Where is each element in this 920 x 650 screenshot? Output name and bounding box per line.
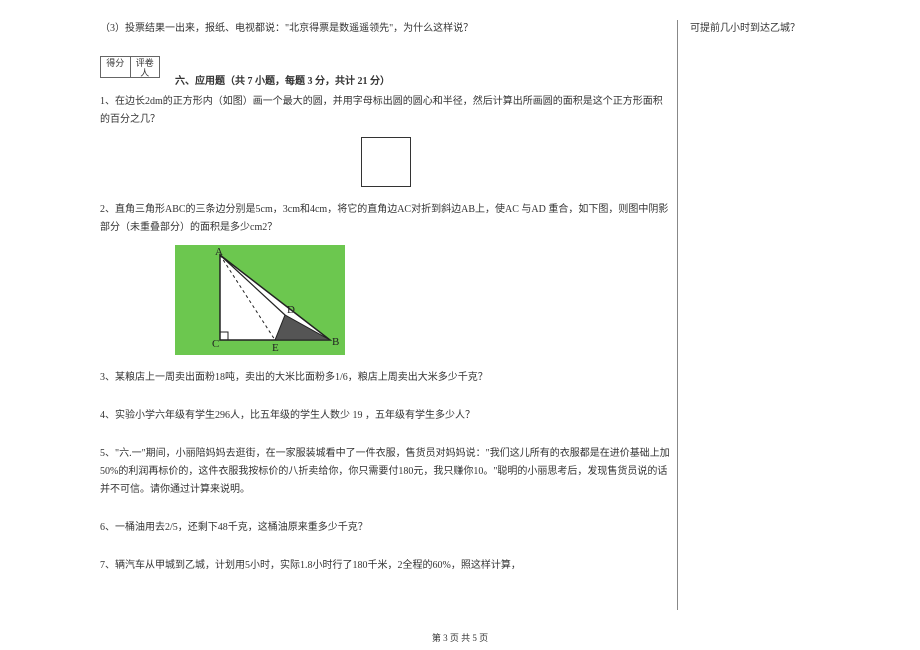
right-column: 可提前几小时到达乙城？ [690, 20, 820, 610]
top-question-3: （3）投票结果一出来，报纸、电视都说："北京得票是数遥遥领先"，为什么这样说？ [100, 20, 671, 38]
score-cell: 得分 [101, 57, 131, 77]
question-2: 2、直角三角形ABC的三条边分别是5cm，3cm和4cm，将它的直角边AC对折到… [100, 201, 671, 237]
label-a: A [215, 246, 223, 258]
left-column: （3）投票结果一出来，报纸、电视都说："北京得票是数遥遥领先"，为什么这样说？ … [100, 20, 678, 610]
question-4: 4、实验小学六年级有学生296人，比五年级的学生人数少 19 ，五年级有学生多少… [100, 407, 671, 425]
top-right-question: 可提前几小时到达乙城？ [690, 20, 820, 38]
reviewer-cell: 评卷人 [131, 57, 160, 77]
label-d: D [287, 304, 295, 316]
question-7: 7、辆汽车从甲城到乙城，计划用5小时，实际1.8小时行了180千米，2全程的60… [100, 557, 671, 575]
triangle-svg: A B C D E [175, 245, 345, 355]
label-c: C [212, 338, 219, 350]
question-6: 6、一桶油用去2/5，还剩下48千克，这桶油原来重多少千克？ [100, 519, 671, 537]
triangle-figure: A B C D E [175, 245, 345, 355]
page-footer: 第 3 页 共 5 页 [0, 631, 920, 644]
label-b: B [332, 336, 339, 348]
triangle-main [220, 255, 330, 340]
question-5: 5、"六.一"期间，小丽陪妈妈去逛街，在一家服装城看中了一件衣服，售货员对妈妈说… [100, 445, 671, 499]
square-figure [361, 137, 411, 187]
question-3: 3、某粮店上一周卖出面粉18吨，卖出的大米比面粉多1/6，粮店上周卖出大米多少千… [100, 369, 671, 387]
label-e: E [272, 342, 279, 354]
score-box: 得分 评卷人 [100, 56, 160, 78]
section-title-6: 六、应用题（共 7 小题，每题 3 分，共计 21 分） [175, 72, 671, 87]
question-1: 1、在边长2dm的正方形内（如图）画一个最大的圆，并用字母标出圆的圆心和半径，然… [100, 93, 671, 129]
